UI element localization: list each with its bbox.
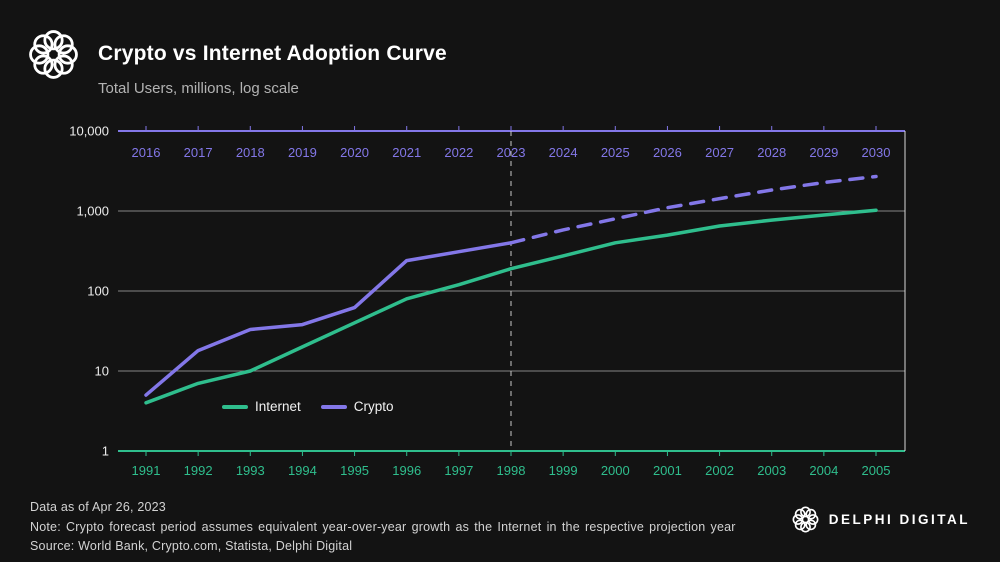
y-tick-label: 100 (87, 284, 109, 299)
x-tick-label-bottom: 1991 (132, 463, 161, 478)
internet-line (144, 208, 878, 405)
y-tick-label: 1 (102, 444, 109, 459)
x-tick-label-top: 2024 (549, 145, 578, 160)
x-tick-label-bottom: 1997 (444, 463, 473, 478)
x-tick-label-bottom: 1995 (340, 463, 369, 478)
data-as-of-text: Data as of Apr 26, 2023 (30, 500, 166, 514)
footer: Data as of Apr 26, 2023 Note: Crypto for… (30, 498, 736, 557)
x-tick-label-top: 2019 (288, 145, 317, 160)
delphi-logo (29, 30, 78, 79)
page-subtitle: Total Users, millions, log scale (98, 80, 299, 97)
crypto-legend-label: Crypto (353, 399, 394, 414)
legend-item-crypto: Crypto (320, 399, 394, 414)
x-tick-label-bottom: 2005 (862, 463, 891, 478)
x-tick-label-top: 2026 (653, 145, 682, 160)
x-tick-label-top: 2020 (340, 145, 369, 160)
x-tick-label-top: 2028 (757, 145, 786, 160)
crypto-legend-swatch (320, 404, 347, 409)
note-text: Note: Crypto forecast period assumes equ… (30, 519, 736, 534)
x-tick-label-bottom: 1996 (392, 463, 421, 478)
brand-name: DELPHI DIGITAL (828, 512, 970, 527)
y-tick-label: 10 (95, 364, 109, 379)
x-tick-label-top: 2027 (705, 145, 734, 160)
x-tick-label-top: 2021 (392, 145, 421, 160)
x-tick-label-bottom: 1994 (288, 463, 317, 478)
x-tick-label-bottom: 1992 (184, 463, 213, 478)
x-tick-label-bottom: 2000 (601, 463, 630, 478)
crypto-line-forecast (509, 174, 878, 245)
page-title: Crypto vs Internet Adoption Curve (98, 42, 447, 65)
legend-item-internet: Internet (222, 399, 301, 414)
crypto-line-historical (144, 241, 513, 397)
source-text: Source: World Bank, Crypto.com, Statista… (30, 539, 353, 553)
x-tick-label-top: 2025 (601, 145, 630, 160)
internet-legend-swatch (222, 404, 248, 409)
x-tick-label-top: 2030 (862, 145, 891, 160)
x-tick-label-top: 2016 (132, 145, 161, 160)
x-tick-label-bottom: 1993 (236, 463, 265, 478)
x-tick-label-bottom: 2001 (653, 463, 682, 478)
x-tick-label-bottom: 1998 (497, 463, 526, 478)
x-tick-label-bottom: 2002 (705, 463, 734, 478)
x-tick-label-top: 2022 (444, 145, 473, 160)
brand-mark: DELPHI DIGITAL (792, 506, 970, 533)
x-tick-label-top: 2029 (809, 145, 838, 160)
chart-legend: Internet Crypto (222, 399, 394, 414)
x-tick-label-bottom: 2004 (809, 463, 838, 478)
y-tick-label: 10,000 (69, 124, 109, 139)
y-tick-label: 1,000 (76, 204, 109, 219)
internet-legend-label: Internet (255, 399, 301, 414)
x-tick-label-bottom: 2003 (757, 463, 786, 478)
x-tick-label-top: 2018 (236, 145, 265, 160)
x-tick-label-bottom: 1999 (549, 463, 578, 478)
x-tick-label-top: 2017 (184, 145, 213, 160)
delphi-logo-small (792, 506, 819, 533)
